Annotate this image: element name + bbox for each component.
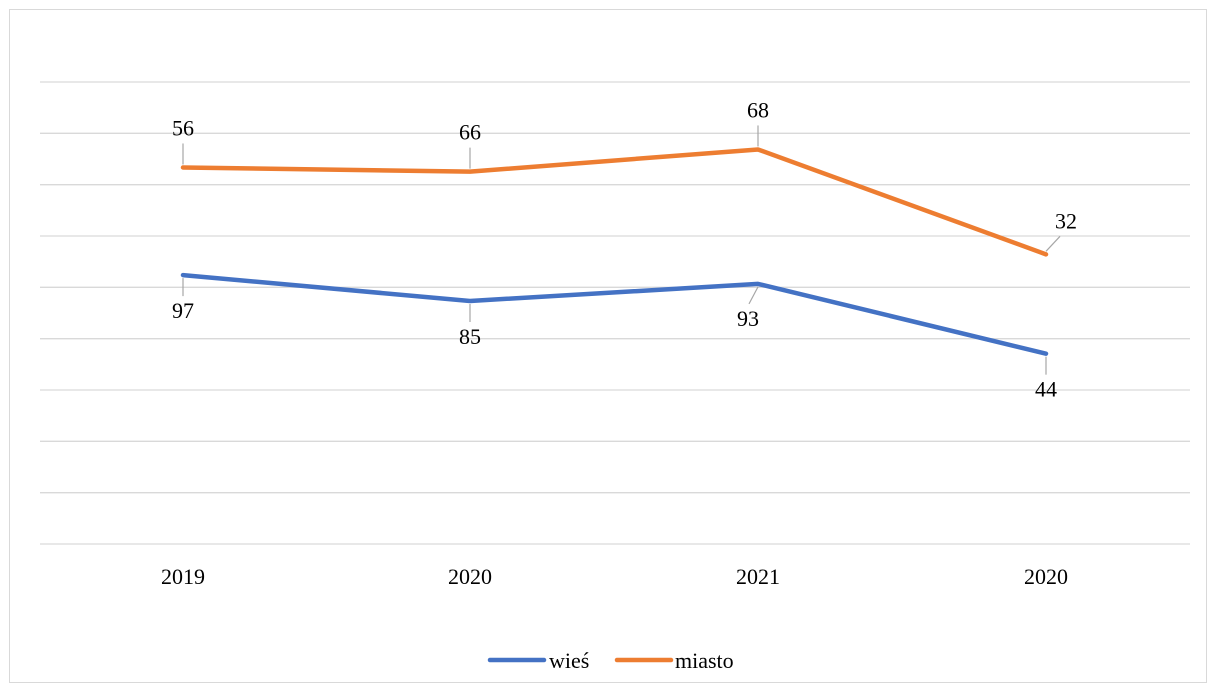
- data-label: 97: [172, 298, 194, 323]
- legend-label-miasto: miasto: [675, 648, 734, 673]
- data-label: 66: [459, 120, 481, 145]
- legend: wieś miasto: [487, 648, 734, 673]
- x-axis-tick-labels: 2019 2020 2021 2020: [161, 564, 1068, 589]
- data-label: 44: [1035, 377, 1057, 402]
- series-line-wies: [180, 272, 1049, 356]
- x-tick-label: 2020: [448, 564, 492, 589]
- x-tick-label: 2019: [161, 564, 205, 589]
- series-lines: [180, 147, 1049, 356]
- data-label: 68: [747, 97, 769, 122]
- data-label: 85: [459, 324, 481, 349]
- gridlines: [40, 81, 1190, 545]
- series-line-miasto: [180, 147, 1049, 257]
- data-label: 93: [737, 306, 759, 331]
- legend-label-wies: wieś: [549, 648, 589, 673]
- x-tick-label: 2021: [736, 564, 780, 589]
- data-label: 32: [1055, 208, 1077, 233]
- data-label: 56: [172, 115, 194, 140]
- data-label-leader: [1045, 235, 1061, 252]
- data-labels: 97 85 93 44 56 66 68 32: [172, 97, 1077, 401]
- x-tick-label: 2020: [1024, 564, 1068, 589]
- data-label-leader: [748, 286, 759, 305]
